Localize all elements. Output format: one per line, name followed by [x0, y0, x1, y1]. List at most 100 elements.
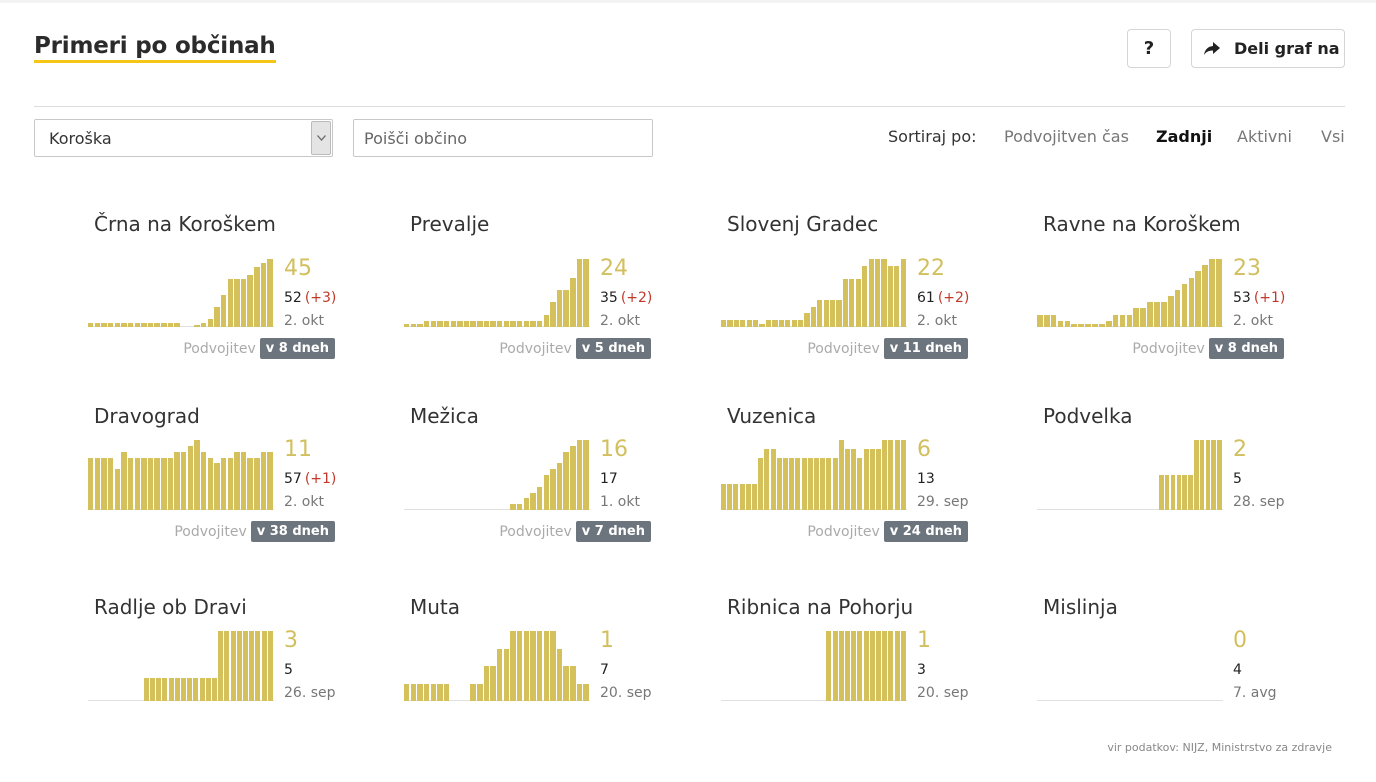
active-cases-value: 3 [284, 628, 298, 653]
sort-option-latest[interactable]: Zadnji [1156, 127, 1213, 149]
total-cases-value: 53 [1233, 290, 1251, 306]
total-cases: 52 (+3) [284, 290, 336, 306]
chart-bar [423, 320, 430, 327]
header-divider [34, 106, 1345, 107]
total-cases-delta: (+3) [304, 290, 337, 306]
sort-option-active[interactable]: Aktivni [1237, 127, 1292, 146]
total-cases: 5 [284, 662, 293, 678]
chart-bar [765, 320, 772, 327]
chart-bar [888, 631, 894, 701]
doubling-label: Podvojitev [174, 523, 247, 540]
chart-baseline [721, 700, 907, 701]
chart-bar [543, 475, 549, 510]
chart-bar [888, 440, 894, 510]
doubling-badge: v 8 dneh [259, 338, 335, 359]
chart-baseline [1037, 509, 1223, 510]
last-update-date: 28. sep [1233, 494, 1285, 510]
active-cases-value: 6 [917, 437, 931, 462]
doubling-time: Podvojitev v 11 dneh [807, 338, 968, 359]
doubling-label: Podvojitev [807, 340, 880, 357]
chart-bar [470, 683, 476, 701]
chart-bar [147, 457, 154, 510]
municipality-name: Mežica [410, 404, 479, 428]
chart-bar [576, 259, 583, 327]
chart-bar [1159, 475, 1164, 510]
last-update-date: 20. sep [917, 685, 969, 701]
chart-bar [759, 323, 765, 327]
chart-bar [127, 457, 134, 510]
chart-bar [823, 299, 829, 327]
chart-bar [510, 320, 516, 327]
chart-bar [187, 677, 193, 701]
help-button[interactable]: ? [1127, 29, 1171, 68]
chart-bar [141, 457, 147, 510]
chart-bar [570, 666, 576, 701]
region-select[interactable]: Koroška [34, 119, 333, 157]
doubling-label: Podvojitev [183, 340, 256, 357]
municipality-card: Radlje ob Dravi 3 5 26. sep [88, 595, 354, 765]
last-update-date: 26. sep [284, 685, 336, 701]
chart-bar [417, 323, 423, 327]
chart-bar [247, 275, 253, 327]
total-cases-value: 7 [600, 662, 609, 678]
share-button[interactable]: Deli graf na [1191, 29, 1345, 68]
chart-bar [254, 457, 260, 510]
chart-bar [267, 631, 273, 701]
municipality-name: Mislinja [1043, 595, 1118, 619]
trend-chart [721, 630, 907, 701]
chart-bar [783, 457, 788, 510]
chart-bar [1043, 314, 1050, 327]
municipality-name: Črna na Koroškem [94, 212, 276, 236]
chart-bar [212, 677, 217, 701]
total-cases: 61 (+2) [917, 290, 969, 306]
chart-bar [1202, 265, 1209, 327]
chart-bar [194, 440, 200, 510]
doubling-label: Podvojitev [1132, 340, 1205, 357]
chart-bar [200, 451, 207, 510]
municipality-card: Ribnica na Pohorju 1 3 20. sep [721, 595, 987, 765]
trend-chart [1037, 630, 1223, 701]
sort-option-doubling-time[interactable]: Podvojitven čas [1004, 127, 1129, 146]
chart-bar [483, 320, 490, 327]
chart-bar [826, 631, 832, 701]
sort-option-all[interactable]: Vsi [1321, 127, 1345, 146]
chart-bar [260, 451, 267, 510]
municipality-card: Slovenj Gradec 22 61 (+2) 2. okt Podvojitev v … [721, 212, 987, 382]
total-cases-value: 35 [600, 290, 618, 306]
chart-bar [1119, 314, 1126, 327]
chart-bar [570, 445, 576, 510]
chart-bar [236, 631, 242, 701]
last-update-date: 2. okt [1233, 313, 1273, 329]
chart-bar [101, 323, 107, 327]
chart-bar [101, 457, 107, 510]
chart-bar [857, 631, 863, 701]
chart-baseline [404, 509, 590, 510]
last-update-date: 29. sep [917, 494, 969, 510]
municipality-search-input[interactable] [353, 119, 653, 157]
chart-bar [849, 279, 855, 327]
trend-chart [721, 439, 907, 510]
active-cases-value: 1 [600, 628, 614, 653]
chart-bar [1167, 296, 1174, 327]
total-cases-delta: (+1) [304, 471, 337, 487]
chart-bar [1154, 302, 1160, 327]
chart-bar [174, 451, 180, 510]
chart-bar [801, 457, 807, 510]
select-arrow-button[interactable] [311, 121, 331, 155]
chart-bar [845, 631, 850, 701]
trend-chart [88, 258, 274, 327]
chart-bar [530, 320, 536, 327]
trend-chart [404, 258, 590, 327]
chart-bar [200, 323, 207, 327]
chart-bar [583, 259, 589, 327]
chart-bar [830, 299, 836, 327]
last-update-date: 1. okt [600, 494, 640, 510]
chart-bar [721, 320, 727, 327]
trend-chart [404, 439, 590, 510]
chart-bar [154, 457, 160, 510]
chart-bar [1050, 314, 1057, 327]
chart-bar [94, 457, 101, 510]
doubling-label: Podvojitev [499, 523, 572, 540]
chart-bar [1182, 475, 1187, 510]
chart-bar [477, 320, 483, 327]
